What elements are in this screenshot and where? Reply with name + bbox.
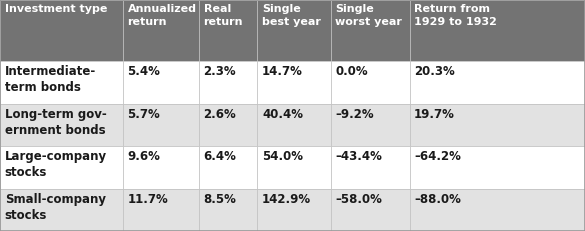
Text: –9.2%: –9.2% [335, 108, 374, 121]
Bar [123, 146, 199, 188]
Text: Investment type: Investment type [5, 4, 107, 14]
Text: Single
best year: Single best year [262, 4, 321, 27]
Bar [199, 146, 257, 188]
Text: Single
worst year: Single worst year [335, 4, 402, 27]
Text: 2.6%: 2.6% [204, 108, 236, 121]
Text: 5.7%: 5.7% [128, 108, 160, 121]
Text: –88.0%: –88.0% [414, 193, 461, 206]
Bar [331, 104, 410, 146]
Text: Small-company
stocks: Small-company stocks [5, 193, 106, 222]
Text: Real
return: Real return [204, 4, 243, 27]
Text: Annualized
return: Annualized return [128, 4, 197, 27]
Bar [331, 61, 410, 104]
Bar [0, 188, 123, 231]
Text: –58.0%: –58.0% [335, 193, 382, 206]
Bar [257, 146, 331, 188]
Bar [257, 104, 331, 146]
Bar [410, 188, 585, 231]
Text: 19.7%: 19.7% [414, 108, 455, 121]
Bar [257, 188, 331, 231]
Bar [199, 104, 257, 146]
Bar [0, 0, 123, 61]
Text: –43.4%: –43.4% [335, 150, 382, 163]
Text: 8.5%: 8.5% [204, 193, 236, 206]
Bar [410, 146, 585, 188]
Bar [410, 61, 585, 104]
Text: –64.2%: –64.2% [414, 150, 461, 163]
Text: 40.4%: 40.4% [262, 108, 303, 121]
Bar [199, 188, 257, 231]
Text: 14.7%: 14.7% [262, 65, 303, 78]
Text: Long-term gov-
ernment bonds: Long-term gov- ernment bonds [5, 108, 106, 137]
Text: 6.4%: 6.4% [204, 150, 236, 163]
Bar [331, 0, 410, 61]
Text: 5.4%: 5.4% [128, 65, 160, 78]
Bar [410, 0, 585, 61]
Bar [123, 0, 199, 61]
Bar [331, 188, 410, 231]
Text: 54.0%: 54.0% [262, 150, 303, 163]
Bar [123, 61, 199, 104]
Bar [0, 61, 123, 104]
Bar [123, 104, 199, 146]
Text: 0.0%: 0.0% [335, 65, 368, 78]
Text: 11.7%: 11.7% [128, 193, 168, 206]
Text: 9.6%: 9.6% [128, 150, 160, 163]
Bar [410, 104, 585, 146]
Bar [199, 61, 257, 104]
Text: 2.3%: 2.3% [204, 65, 236, 78]
Bar [0, 146, 123, 188]
Bar [257, 0, 331, 61]
Bar [0, 104, 123, 146]
Bar [199, 0, 257, 61]
Text: Intermediate-
term bonds: Intermediate- term bonds [5, 65, 96, 94]
Text: 20.3%: 20.3% [414, 65, 455, 78]
Text: Large-company
stocks: Large-company stocks [5, 150, 107, 179]
Text: Return from
1929 to 1932: Return from 1929 to 1932 [414, 4, 497, 27]
Bar [123, 188, 199, 231]
Bar [331, 146, 410, 188]
Bar [257, 61, 331, 104]
Text: 142.9%: 142.9% [262, 193, 311, 206]
